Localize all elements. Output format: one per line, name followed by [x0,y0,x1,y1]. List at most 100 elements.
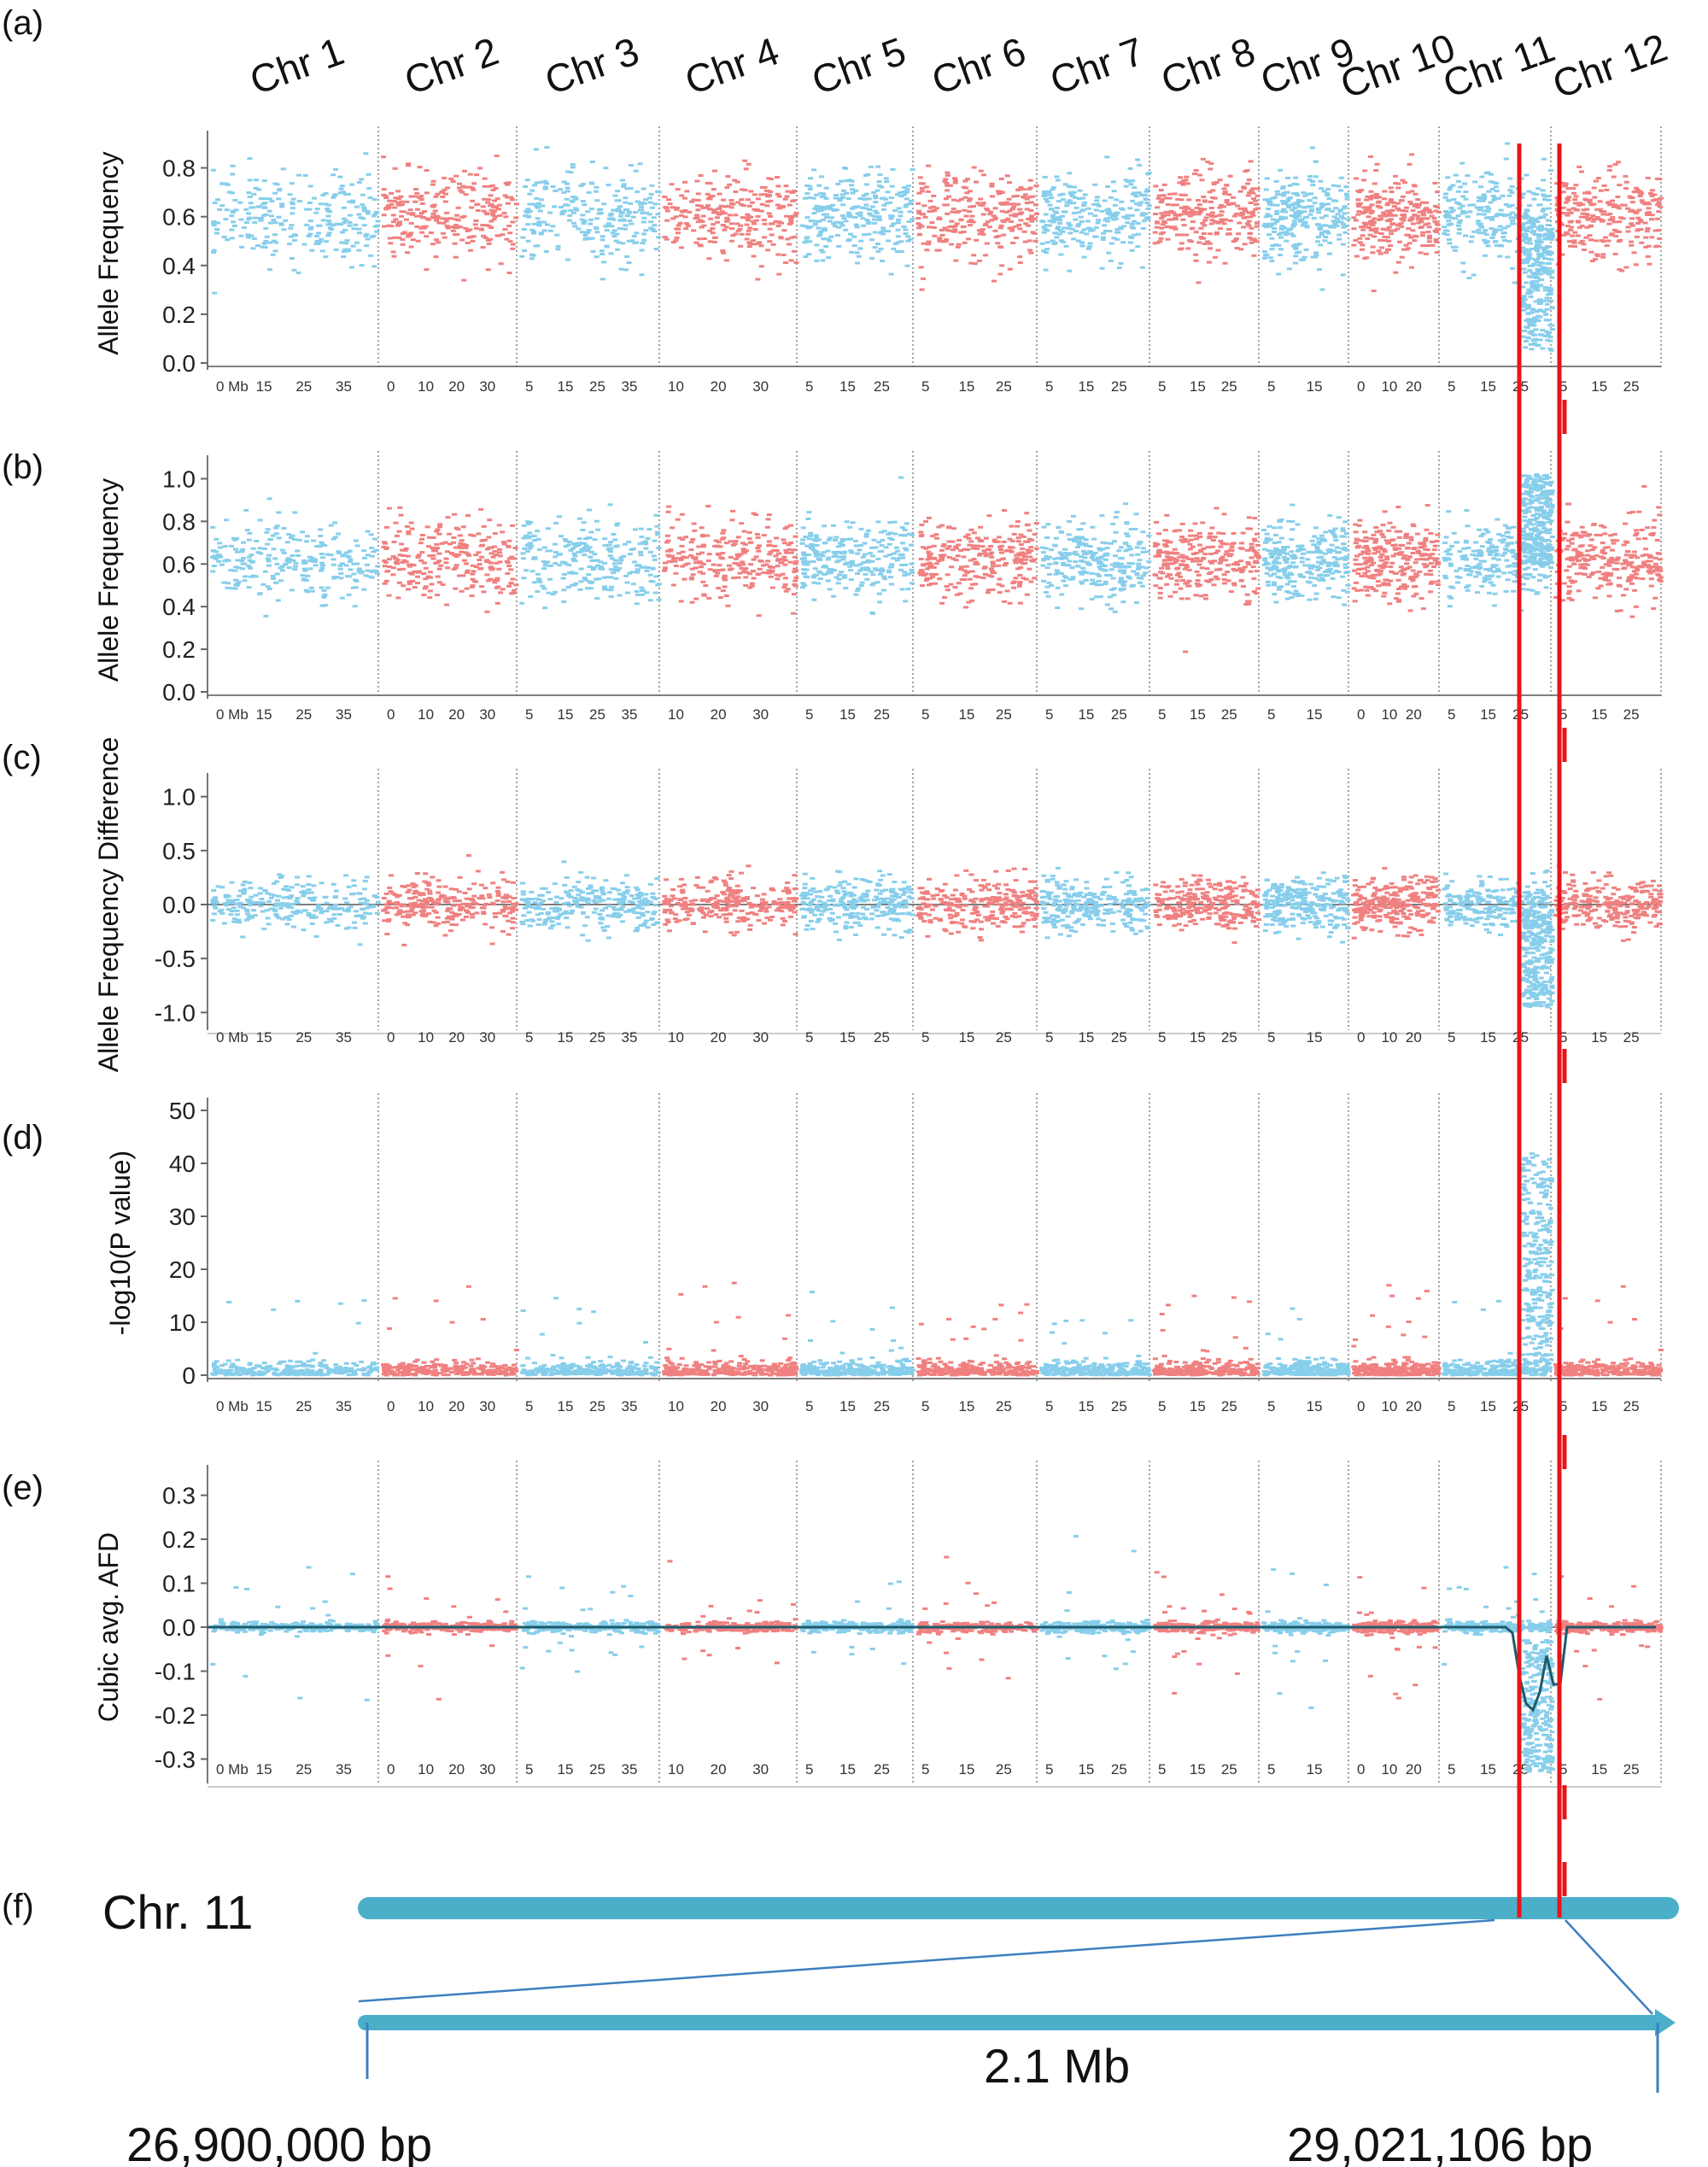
zoom-chr-label: Chr. 11 [102,1885,253,1939]
x-tick-label: 25 [589,1398,605,1414]
zoom-span-label: 2.1 Mb [984,2039,1130,2093]
x-tick-label: 25 [295,1398,312,1414]
x-tick-label: 25 [874,378,890,395]
x-tick-label: 10 [668,1761,684,1778]
panel-label: (b) [2,448,44,486]
x-tick-label: 35 [622,378,638,395]
x-tick-label: 15 [1591,1761,1607,1778]
y-tick-label: -0.5 [155,946,196,972]
x-tick-label: 25 [589,1029,605,1045]
x-tick-label: 15 [839,706,856,723]
x-tick-label: 25 [1111,1029,1127,1045]
candidate-region-lines [1517,143,1567,1918]
x-tick-label: 25 [996,1398,1012,1414]
y-tick-label: 0.2 [162,636,196,663]
x-tick-label: 35 [622,706,638,723]
x-tick-label: 10 [668,378,684,395]
x-tick-label: 25 [1111,1761,1127,1778]
x-tick-label: 10 [418,1398,434,1414]
chromosome-label: Chr 12 [1547,25,1673,107]
x-tick-label: 25 [1111,378,1127,395]
x-tick-label: 25 [1221,1761,1237,1778]
x-tick-label: 25 [295,706,312,723]
x-tick-label: 35 [336,1761,352,1778]
y-tick-label: 0.6 [162,204,196,231]
x-tick-label: 5 [525,706,533,723]
x-tick-label: 0 [387,1761,395,1778]
panel-4: 0.3 0.2 0.1 0.0 -0.1 -0.2 -0.3 Cubic avg. AFD 0 … [93,1461,1664,1788]
panel-label: (d) [2,1119,44,1157]
x-tick-label: 0 Mb [216,1398,249,1414]
x-tick-label: 20 [448,1398,465,1414]
x-tick-label: 15 [958,1398,974,1414]
panel-2: -1.0 -0.5 0.0 0.5 1.0 Allele Frequency Differ… [93,737,1664,1072]
x-tick-label: 0 Mb [216,706,249,723]
x-tick-label: 25 [295,378,312,395]
x-tick-label: 15 [256,1029,272,1045]
x-tick-label: 0 [1357,1761,1365,1778]
y-tick-label: 0.2 [162,302,196,328]
x-tick-label: 5 [1158,706,1166,723]
x-tick-label: 25 [1111,1398,1127,1414]
x-tick-label: 25 [996,706,1012,723]
panel-1: 0.0 0.2 0.4 0.6 0.8 1.0 Allele Frequency 0 Mb 15… [93,451,1664,723]
data-points [210,1152,1664,1377]
y-tick-label: 0 [182,1362,196,1389]
x-tick-label: 25 [1623,1761,1640,1778]
y-tick-label: 50 [169,1098,196,1124]
x-tick-label: 25 [1111,706,1127,723]
x-tick-label: 20 [1406,1029,1422,1045]
x-tick-label: 5 [1267,1029,1275,1045]
chromosome-label: Chr 8 [1155,28,1261,102]
y-tick-label: 0.2 [162,1526,196,1553]
x-tick-label: 15 [1480,1029,1496,1045]
x-tick-label: 25 [996,1761,1012,1778]
x-tick-label: 15 [1307,1029,1323,1045]
x-tick-label: 25 [874,1398,890,1414]
x-tick-label: 30 [752,706,769,723]
x-tick-label: 15 [1190,1398,1206,1414]
x-tick-label: 25 [874,706,890,723]
x-tick-label: 5 [805,1029,813,1045]
y-tick-label: 0.4 [162,253,196,279]
x-tick-label: 15 [1307,1398,1323,1414]
x-tick-label: 15 [1078,378,1094,395]
x-tick-label: 15 [1078,1398,1094,1414]
x-tick-label: 15 [839,1029,856,1045]
x-tick-label: 15 [1078,1029,1094,1045]
x-tick-label: 25 [1623,1398,1640,1414]
x-tick-label: 5 [1448,706,1455,723]
x-tick-label: 0 [387,378,395,395]
x-tick-label: 10 [1381,1398,1397,1414]
x-tick-label: 25 [1623,706,1640,723]
x-tick-label: 15 [1190,1761,1206,1778]
data-points [210,1535,1664,1773]
y-tick-label: 1.0 [162,784,196,811]
y-tick-label: 0.0 [162,1614,196,1641]
x-tick-label: 20 [1406,1398,1422,1414]
y-tick-label: 10 [169,1309,196,1336]
panel-0: 0.0 0.2 0.4 0.6 0.8 Allele Frequency 0 Mb 15 25 3… [93,126,1664,395]
x-tick-label: 15 [1480,1761,1496,1778]
x-tick-label: 15 [1591,1398,1607,1414]
x-tick-label: 35 [336,1029,352,1045]
x-tick-label: 35 [622,1761,638,1778]
x-tick-label: 0 [1357,1029,1365,1045]
y-tick-label: 30 [169,1204,196,1230]
x-tick-label: 20 [448,1029,465,1045]
x-tick-label: 5 [1045,1398,1053,1414]
x-tick-label: 15 [1480,1398,1496,1414]
x-tick-label: 20 [448,378,465,395]
chromosome-label: Chr 4 [679,28,784,102]
x-tick-label: 15 [1190,378,1206,395]
x-tick-label: 10 [1381,1029,1397,1045]
x-tick-label: 15 [1591,1029,1607,1045]
y-tick-label: 0.0 [162,892,196,918]
y-tick-label: 0.0 [162,350,196,377]
x-tick-label: 10 [668,1029,684,1045]
y-tick-label: -0.3 [155,1746,196,1772]
x-tick-label: 5 [1559,1398,1567,1414]
x-tick-label: 15 [256,378,272,395]
y-tick-label: 20 [169,1256,196,1283]
